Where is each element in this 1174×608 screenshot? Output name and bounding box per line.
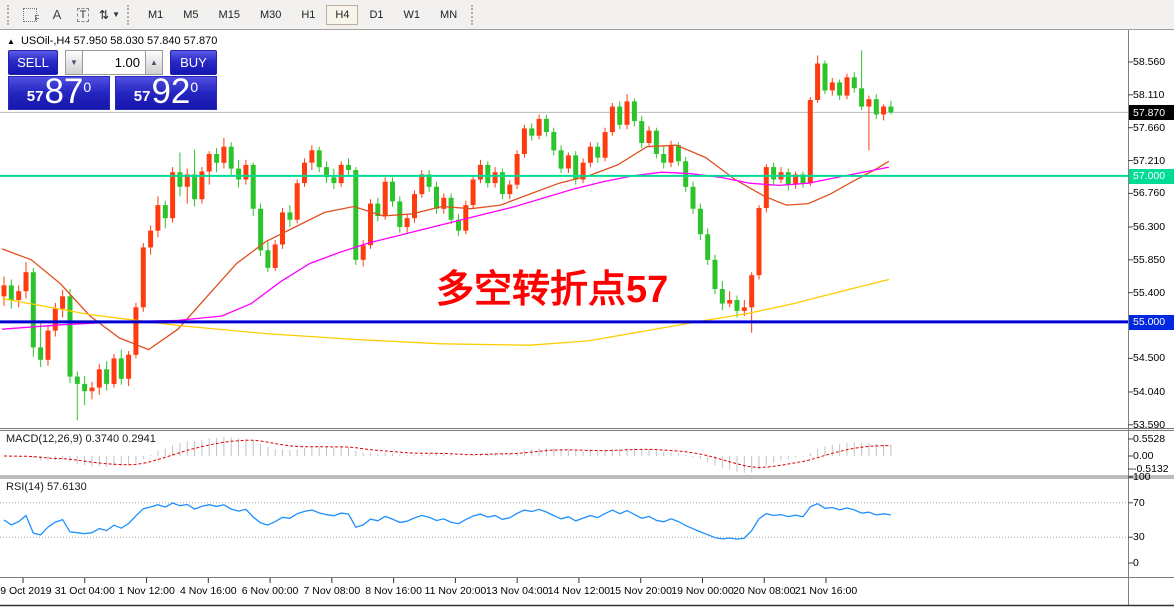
- macd-scale-label: 0.00: [1133, 450, 1154, 462]
- buy-price-pips: 92: [151, 72, 191, 112]
- time-tick-label: 7 Nov 08:00: [303, 585, 361, 597]
- timeframe-button-W1[interactable]: W1: [395, 5, 430, 25]
- letter-a-icon: A: [52, 7, 62, 22]
- time-tick-label: 14 Nov 12:00: [547, 585, 611, 597]
- price-tick-label: 54.040: [1133, 385, 1166, 398]
- grid-tool-button[interactable]: F: [18, 4, 44, 26]
- timeframe-button-M30[interactable]: M30: [251, 5, 290, 25]
- buy-price-tile[interactable]: 57 92 0: [115, 72, 217, 112]
- toolbar-grip[interactable]: [471, 4, 478, 25]
- rsi-scale-label: 100: [1133, 471, 1151, 483]
- rsi-scale-label: 30: [1133, 531, 1145, 544]
- timeframe-button-H1[interactable]: H1: [292, 5, 324, 25]
- timeframe-button-M5[interactable]: M5: [174, 5, 207, 25]
- time-tick-label: 6 Nov 00:00: [241, 585, 299, 597]
- time-tick-label: 31 Oct 04:00: [54, 585, 115, 597]
- time-tick-label: 15 Nov 20:00: [609, 585, 672, 597]
- sell-price-point: 0: [83, 79, 92, 95]
- time-tick-label: 29 Oct 2019: [0, 585, 52, 597]
- collapse-triangle-icon[interactable]: ▲: [7, 37, 15, 46]
- price-tick-label: 55.850: [1133, 253, 1166, 266]
- price-tick-label: 53.590: [1133, 418, 1166, 431]
- textbox-icon: T: [76, 7, 90, 22]
- textbox-tool-button[interactable]: T: [70, 4, 96, 26]
- time-tick-label: 8 Nov 16:00: [365, 585, 422, 597]
- sell-price-pips: 87: [44, 72, 84, 112]
- macd-histogram: [10, 437, 892, 473]
- toolbar: F A T ⇅ ▼ M1 M5 M15 M30 H1 H4 D1 W1 MN: [0, 0, 1174, 30]
- price-tick-label: 56.300: [1133, 220, 1166, 233]
- ma-fast-line: [1, 144, 890, 351]
- timeframe-button-D1[interactable]: D1: [360, 5, 392, 25]
- macd-scale-label: 0.5528: [1133, 433, 1166, 445]
- ma-mid-line: [1, 166, 890, 330]
- price-tick-label: 55.400: [1133, 286, 1166, 299]
- rsi-scale-label: 70: [1133, 496, 1145, 509]
- timeframe-button-M15[interactable]: M15: [210, 5, 249, 25]
- sell-price-tile[interactable]: 57 87 0: [8, 72, 110, 112]
- macd-indicator-label: MACD(12,26,9) 0.3740 0.2941: [6, 433, 156, 445]
- ohlc-readout: 57.950 58.030 57.840 57.870: [73, 35, 218, 47]
- chevron-down-icon: ▼: [112, 10, 120, 19]
- price-tick-label: 58.560: [1133, 56, 1166, 68]
- price-tick-label: 58.110: [1133, 88, 1165, 101]
- time-tick-label: 4 Nov 16:00: [179, 585, 237, 597]
- buy-price-point: 0: [190, 79, 199, 95]
- time-tick-label: 11 Nov 20:00: [424, 585, 487, 597]
- symbol-name: USOil-,H4: [20, 35, 71, 47]
- support-price-badge: 55.000: [1129, 314, 1174, 330]
- timeframe-button-M1[interactable]: M1: [139, 5, 172, 25]
- buy-price-major: 57: [133, 88, 151, 105]
- ma-slow-line: [1, 278, 890, 346]
- timeframe-button-group: M1 M5 M15 M30 H1 H4 D1 W1 MN: [138, 4, 467, 25]
- symbol-header: ▲ USOil-,H4 57.950 58.030 57.840 57.870: [7, 35, 217, 47]
- price-tick-label: 57.660: [1133, 121, 1166, 134]
- time-tick-label: 21 Nov 16:00: [794, 585, 858, 597]
- price-tick-label: 56.760: [1133, 187, 1166, 200]
- volume-decrease-button[interactable]: ▼: [65, 50, 83, 75]
- sell-price-major: 57: [26, 88, 44, 105]
- sell-button[interactable]: SELL: [8, 50, 58, 75]
- macd-signal-line: [3, 439, 891, 469]
- timeframe-button-H4[interactable]: H4: [326, 4, 359, 25]
- buy-button[interactable]: BUY: [170, 50, 217, 75]
- volume-input[interactable]: [83, 50, 145, 75]
- rsi-scale-label: 0: [1133, 557, 1139, 569]
- time-tick-label: 20 Nov 08:00: [733, 585, 796, 597]
- macd-scale-label: -0.5132: [1133, 463, 1169, 475]
- resistance-price-badge: 57.000: [1129, 168, 1174, 184]
- volume-increase-button[interactable]: ▲: [145, 50, 163, 75]
- time-tick-label: 19 Nov 00:00: [671, 585, 734, 597]
- timeframe-button-MN[interactable]: MN: [431, 5, 466, 25]
- grid-icon-label: F: [34, 14, 40, 23]
- one-click-trade-panel: SELL ▼ ▲ BUY 57 87 0 57 92 0: [8, 50, 220, 110]
- dotted-grid-icon: [22, 7, 37, 22]
- current-price-badge: 57.870: [1129, 105, 1174, 121]
- text-label-tool-button[interactable]: A: [44, 4, 70, 26]
- rsi-line: [3, 502, 891, 540]
- price-tick-label: 54.500: [1133, 352, 1166, 365]
- price-tick-label: 57.210: [1133, 154, 1166, 167]
- time-tick-label: 13 Nov 04:00: [485, 585, 549, 597]
- arrows-icon: ⇅: [99, 7, 110, 22]
- time-tick-label: 1 Nov 12:00: [118, 585, 175, 597]
- toolbar-grip[interactable]: [7, 4, 14, 25]
- arrow-tools-button[interactable]: ⇅ ▼: [96, 4, 123, 26]
- rsi-indicator-label: RSI(14) 57.6130: [6, 481, 87, 493]
- chart-annotation-text: 多空转折点57: [436, 269, 669, 311]
- toolbar-grip[interactable]: [126, 4, 134, 25]
